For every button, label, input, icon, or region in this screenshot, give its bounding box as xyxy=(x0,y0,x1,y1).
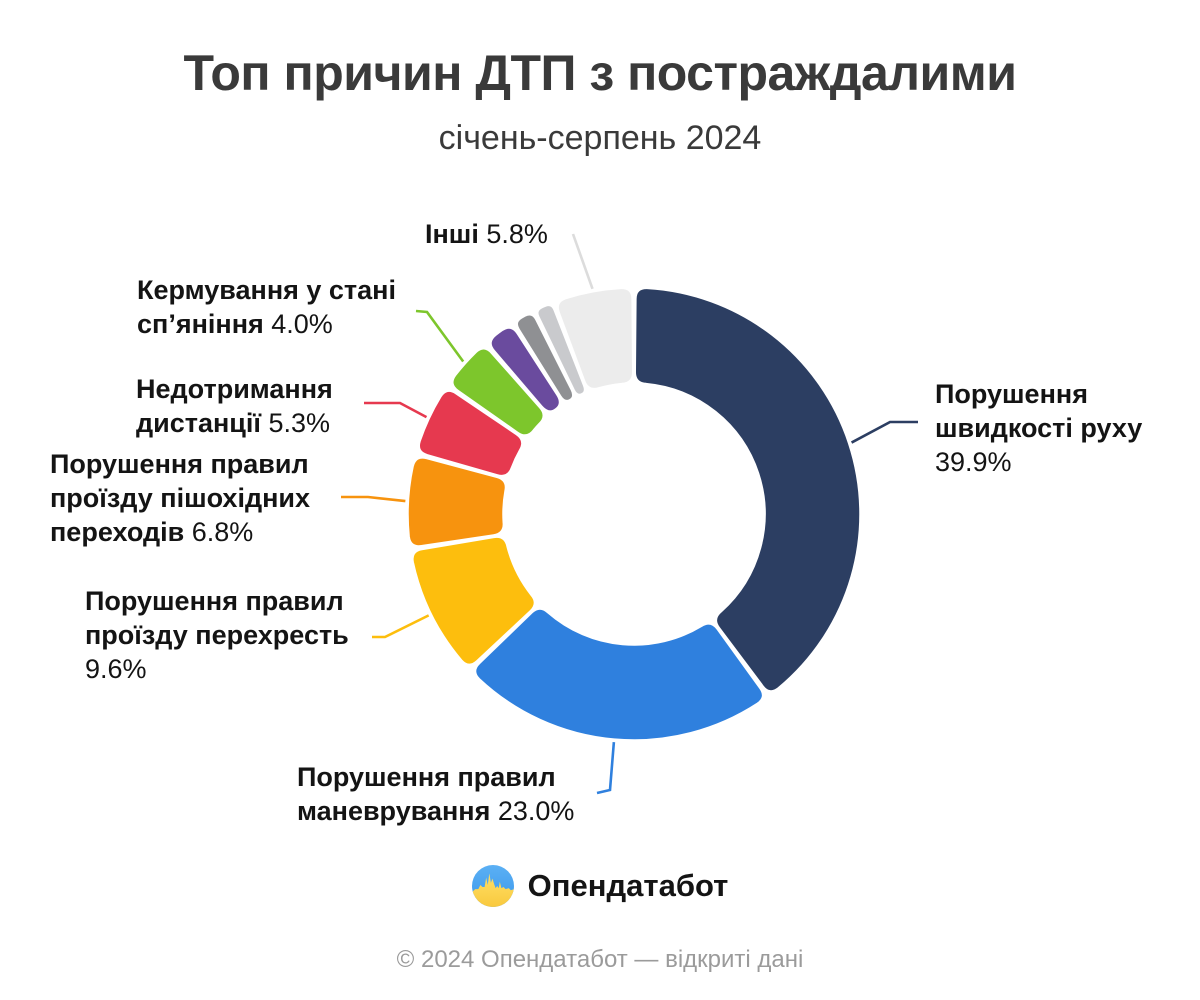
slice-label-1: Порушення правил маневрування 23.0% xyxy=(297,760,574,828)
slice-label-3: Порушення правил проїзду пішохідних перехо… xyxy=(50,447,310,549)
slice-label-line: дистанції 5.3% xyxy=(136,408,331,438)
footer-copyright: © 2024 Опендатабот — відкриті дані xyxy=(396,946,804,973)
slice-label-line: 9.6% xyxy=(85,654,147,684)
leader-line-3 xyxy=(341,495,406,503)
slice-label-line: сп’яніння 4.0% xyxy=(137,309,333,339)
slice-label-line: Порушення правил xyxy=(85,586,344,616)
slice-unlabeled-7 xyxy=(516,313,574,402)
slice-label-line: швидкості руху xyxy=(935,413,1143,443)
slice-label-4: Недотримання дистанції 5.3% xyxy=(136,372,333,440)
slice-порушення-правил-проїзду-пішохідних-переходів xyxy=(407,457,507,547)
slice-label-line: Недотримання xyxy=(136,374,333,404)
logo-text: Опендатабот xyxy=(527,868,729,903)
page-subtitle: січень-серпень 2024 xyxy=(438,119,762,157)
slice-label-line: 39.9% xyxy=(935,447,1012,477)
slice-label-line: маневрування 23.0% xyxy=(297,796,575,826)
slice-unlabeled-8 xyxy=(537,304,586,396)
slice-label-9: Інші 5.8% xyxy=(425,217,548,251)
slice-label-line: Інші 5.8% xyxy=(425,219,548,249)
leader-line-0 xyxy=(850,420,918,444)
leader-line-5 xyxy=(415,309,465,363)
slice-порушення-швидкості-руху xyxy=(634,287,861,692)
slice-порушення-правил-проїзду-перехресть xyxy=(412,536,536,666)
slice-недотримання-дистанції xyxy=(418,390,523,477)
slice-label-line: Порушення правил xyxy=(297,762,556,792)
leader-line-2 xyxy=(372,614,430,639)
slice-label-0: Порушення швидкості руху 39.9% xyxy=(935,377,1142,479)
opendatabot-logo-icon xyxy=(471,865,514,907)
leader-line-1 xyxy=(596,742,616,795)
slice-порушення-правил-маневрування xyxy=(474,608,764,741)
slice-label-2: Порушення правил проїзду перехресть 9.6% xyxy=(85,584,349,686)
leader-line-4 xyxy=(364,401,428,419)
slice-label-line: Порушення xyxy=(935,379,1088,409)
logo: Опендатабот xyxy=(0,862,1200,910)
page-title: Топ причин ДТП з постраждалими xyxy=(183,45,1017,101)
slice-label-line: проїзду перехресть xyxy=(85,620,349,650)
slice-кермування-у-стані-сп’яніння xyxy=(452,348,545,436)
slice-unlabeled-6 xyxy=(490,327,561,412)
slice-інші xyxy=(557,287,634,390)
slice-label-5: Кермування у стані сп’яніння 4.0% xyxy=(137,273,396,341)
leader-line-9 xyxy=(571,233,594,290)
slice-label-line: проїзду пішохідних xyxy=(50,483,311,513)
slice-label-line: Порушення правил xyxy=(50,449,309,479)
slice-label-line: Кермування у стані xyxy=(137,275,396,305)
slice-label-line: переходів 6.8% xyxy=(50,517,254,547)
